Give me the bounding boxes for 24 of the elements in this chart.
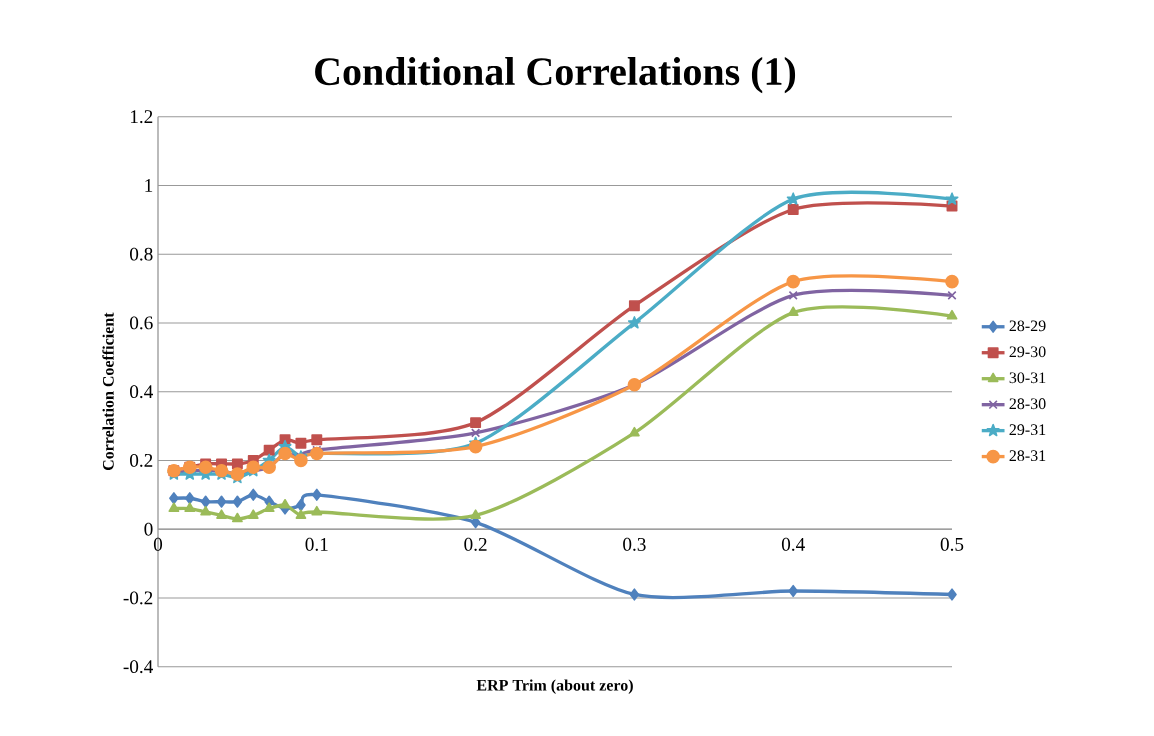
legend-label: 30-31 [1009, 372, 1046, 384]
y-tick-label: -0.4 [123, 660, 153, 674]
x-axis-title: ERP Trim (about zero) [476, 679, 633, 694]
legend-label: 29-30 [1009, 346, 1046, 358]
x-tick-label: 0.1 [305, 537, 328, 551]
y-tick-label: 1 [145, 179, 153, 192]
y-tick-label: 0.8 [130, 247, 153, 261]
y-tick-label: 0.6 [130, 316, 153, 330]
legend-label: 28-31 [1009, 450, 1046, 462]
x-tick-label: 0.3 [623, 537, 646, 551]
legend-label: 28-29 [1009, 320, 1046, 332]
x-tick-label: 0.2 [464, 537, 487, 551]
y-axis-title: Correlation Coefficient [102, 312, 114, 471]
y-tick-label: 0 [144, 522, 153, 536]
legend-label: 29-31 [1009, 424, 1046, 436]
x-tick-label: 0 [153, 537, 163, 551]
y-tick-label: -0.2 [123, 591, 153, 605]
y-tick-label: 1.2 [130, 110, 153, 124]
x-tick-label: 0.4 [781, 537, 805, 551]
y-tick-label: 0.2 [130, 453, 153, 467]
chart-title: Conditional Correlations (1) [315, 57, 796, 94]
x-tick-label: 0.5 [940, 537, 964, 551]
legend-label: 28-30 [1009, 398, 1046, 410]
y-tick-label: 0.4 [130, 385, 153, 399]
